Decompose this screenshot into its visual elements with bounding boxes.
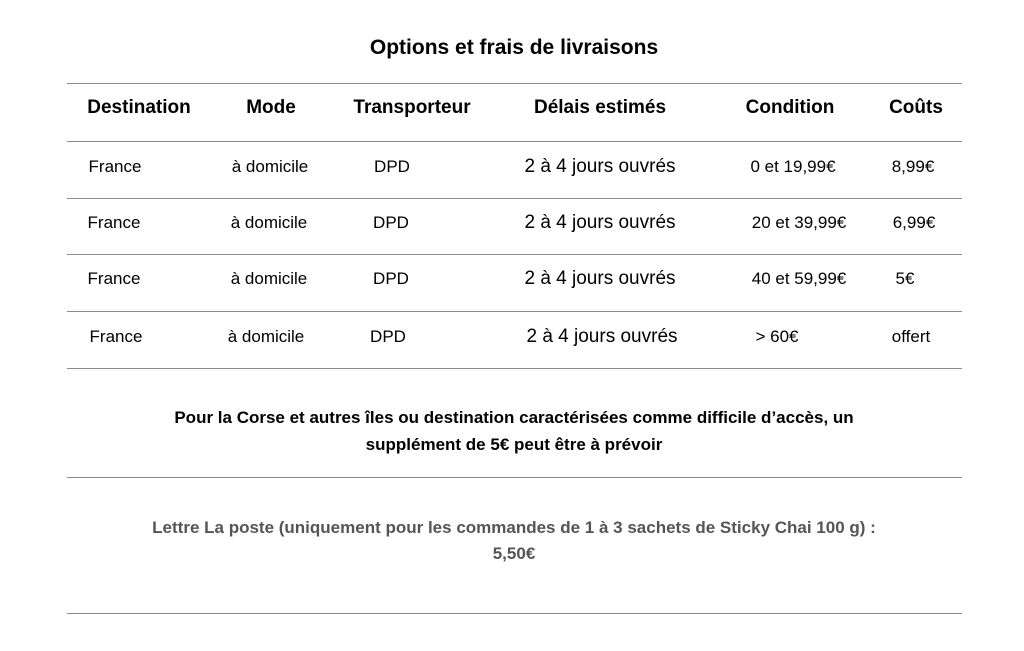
- divider: [67, 198, 962, 199]
- table-cell: DPD: [373, 269, 409, 288]
- table-cell: France: [87, 269, 141, 288]
- divider: [67, 254, 962, 255]
- table-cell: 2 à 4 jours ouvrés: [524, 156, 676, 177]
- table-cell: France: [88, 157, 142, 176]
- table-cell: DPD: [374, 157, 410, 176]
- table-cell: 5€: [895, 269, 915, 288]
- divider: [67, 141, 962, 142]
- column-header: Mode: [246, 97, 296, 118]
- shipping-note: supplément de 5€ peut être à prévoir: [365, 435, 663, 454]
- table-cell: à domicile: [230, 213, 308, 232]
- table-cell: 6,99€: [892, 213, 936, 232]
- table-cell: 2 à 4 jours ouvrés: [524, 268, 676, 289]
- table-cell: à domicile: [231, 157, 309, 176]
- table-cell: 20 et 39,99€: [751, 213, 847, 232]
- divider: [67, 368, 962, 369]
- table-cell: offert: [891, 327, 931, 346]
- shipping-note: Pour la Corse et autres îles ou destinat…: [174, 408, 854, 427]
- page-title: Options et frais de livraisons: [369, 36, 659, 59]
- column-header: Transporteur: [353, 97, 471, 118]
- column-header: Délais estimés: [533, 97, 667, 118]
- table-cell: 8,99€: [891, 157, 935, 176]
- table-cell: 40 et 59,99€: [751, 269, 847, 288]
- table-cell: DPD: [370, 327, 406, 346]
- table-cell: à domicile: [227, 327, 305, 346]
- letter-option: 5,50€: [492, 544, 536, 563]
- table-cell: > 60€: [755, 327, 799, 346]
- table-cell: 2 à 4 jours ouvrés: [524, 212, 676, 233]
- table-cell: France: [87, 213, 141, 232]
- table-cell: 2 à 4 jours ouvrés: [526, 326, 678, 347]
- divider: [67, 83, 962, 84]
- divider: [67, 311, 962, 312]
- table-cell: 0 et 19,99€: [750, 157, 836, 176]
- column-header: Coûts: [889, 97, 943, 118]
- column-header: Destination: [87, 97, 191, 118]
- column-header: Condition: [745, 97, 835, 118]
- letter-option: Lettre La poste (uniquement pour les com…: [152, 518, 876, 537]
- divider: [67, 477, 962, 478]
- table-cell: France: [89, 327, 143, 346]
- table-cell: à domicile: [230, 269, 308, 288]
- table-cell: DPD: [373, 213, 409, 232]
- divider: [67, 613, 962, 614]
